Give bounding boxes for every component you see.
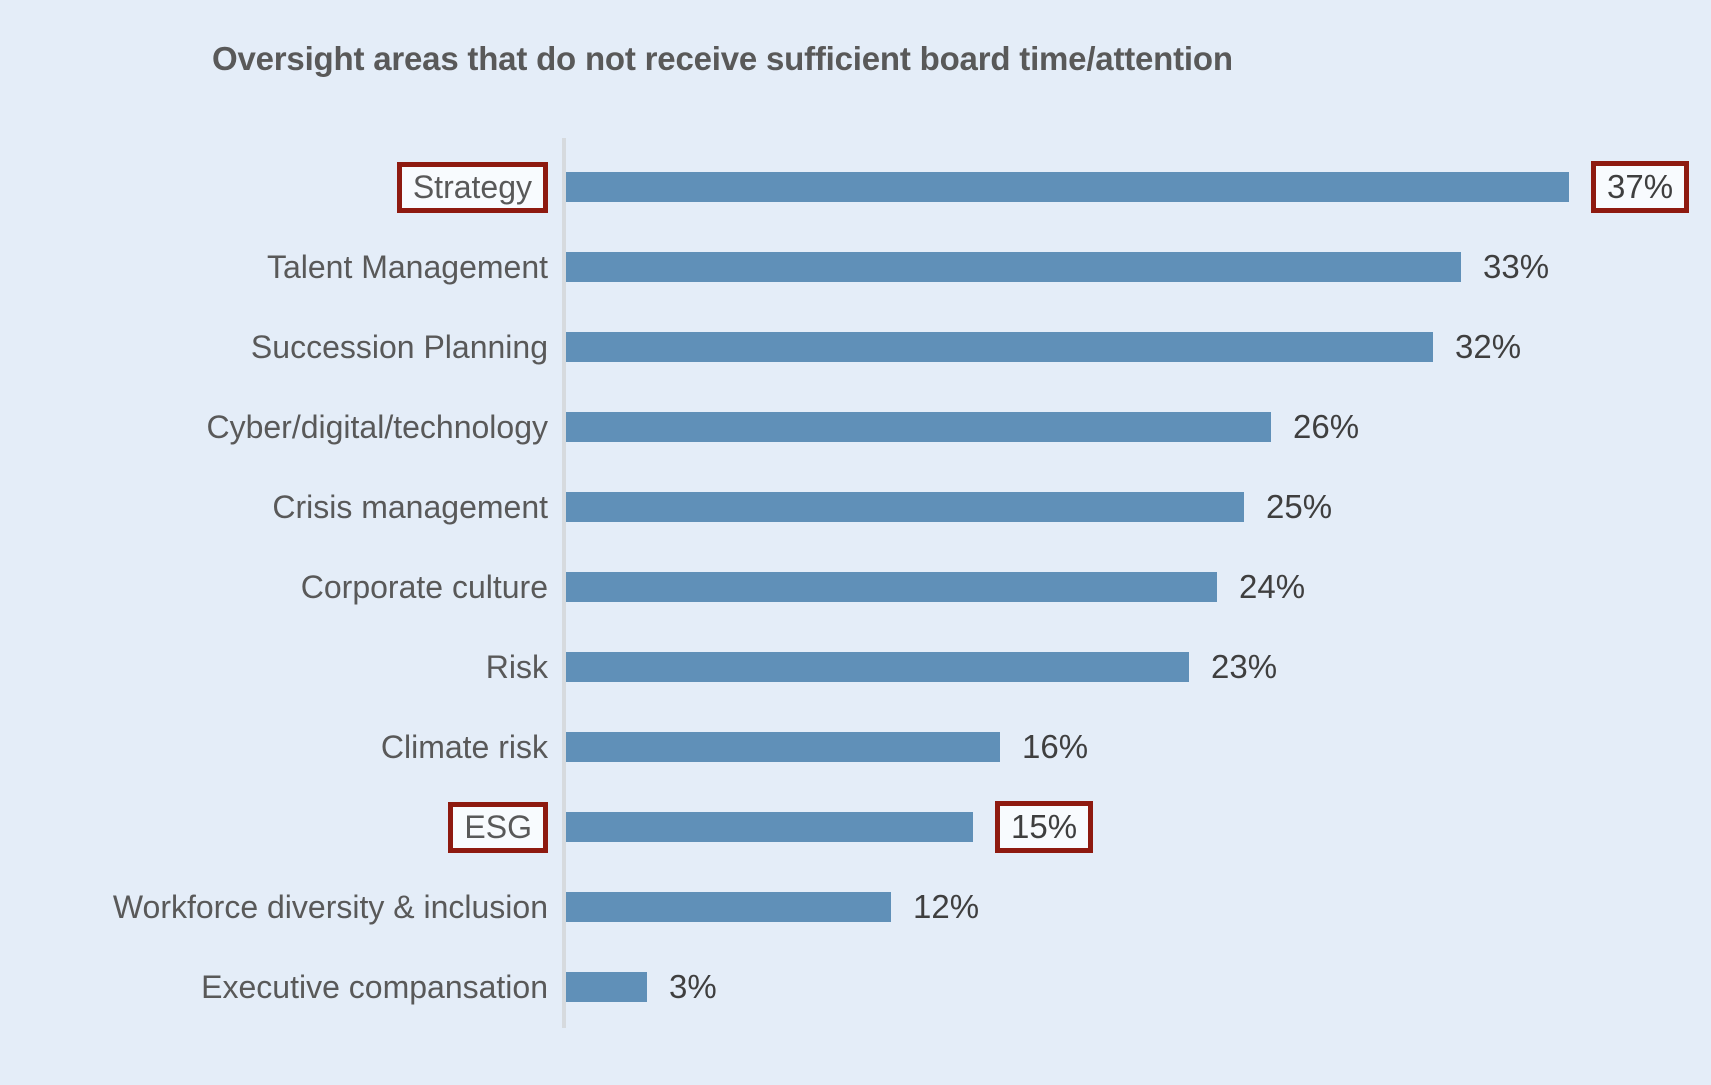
chart-row: Crisis management 25% xyxy=(0,467,1711,547)
chart-row: Climate risk 16% xyxy=(0,707,1711,787)
y-axis-line xyxy=(562,138,566,1028)
value-label: 12% xyxy=(913,888,980,925)
chart-row: Workforce diversity & inclusion 12% xyxy=(0,867,1711,947)
value-label: 26% xyxy=(1293,408,1360,445)
chart-row: Talent Management 33% xyxy=(0,227,1711,307)
chart-title: Oversight areas that do not receive suff… xyxy=(212,40,1233,77)
value-label: 25% xyxy=(1266,488,1333,525)
label-cell: ESG xyxy=(0,801,548,853)
category-label: Risk xyxy=(485,648,548,685)
bar-cell: 33% xyxy=(566,248,1711,286)
bar xyxy=(566,492,1244,522)
bar xyxy=(566,972,647,1002)
category-label: Talent Management xyxy=(266,248,548,285)
bar xyxy=(566,812,973,842)
label-cell: Succession Planning xyxy=(0,329,548,366)
value-label: 33% xyxy=(1483,248,1550,285)
category-label-highlighted: ESG xyxy=(448,801,548,853)
bar-cell: 3% xyxy=(566,968,1711,1006)
bar-cell: 32% xyxy=(566,328,1711,366)
chart-row: Executive compansation 3% xyxy=(0,947,1711,1027)
value-label: 24% xyxy=(1239,568,1306,605)
label-cell: Workforce diversity & inclusion xyxy=(0,889,548,926)
category-label-highlighted: Strategy xyxy=(396,161,548,213)
bar-cell: 37% xyxy=(566,161,1711,213)
bar xyxy=(566,172,1569,202)
chart-row: Strategy 37% xyxy=(0,147,1711,227)
category-label: Succession Planning xyxy=(250,328,548,365)
category-label: Crisis management xyxy=(272,488,548,525)
bar xyxy=(566,732,1000,762)
chart-rows: Strategy 37% Talent Management 33% Successio… xyxy=(0,147,1711,1027)
value-label: 16% xyxy=(1022,728,1089,765)
bar xyxy=(566,332,1433,362)
bar-cell: 12% xyxy=(566,888,1711,926)
value-label-highlighted: 15% xyxy=(995,801,1094,853)
bar-cell: 24% xyxy=(566,568,1711,606)
category-label: Workforce diversity & inclusion xyxy=(112,888,548,925)
bar-cell: 26% xyxy=(566,408,1711,446)
bar xyxy=(566,892,891,922)
label-cell: Executive compansation xyxy=(0,969,548,1006)
bar-cell: 23% xyxy=(566,648,1711,686)
label-cell: Strategy xyxy=(0,161,548,213)
category-label: Corporate culture xyxy=(300,568,548,605)
bar-cell: 25% xyxy=(566,488,1711,526)
category-label: Cyber/digital/technology xyxy=(206,408,548,445)
bar-cell: 15% xyxy=(566,801,1711,853)
category-label: Climate risk xyxy=(380,728,548,765)
label-cell: Cyber/digital/technology xyxy=(0,409,548,446)
chart-row: Risk 23% xyxy=(0,627,1711,707)
chart-row: Cyber/digital/technology 26% xyxy=(0,387,1711,467)
value-label: 23% xyxy=(1211,648,1278,685)
bar xyxy=(566,412,1271,442)
label-cell: Talent Management xyxy=(0,249,548,286)
label-cell: Crisis management xyxy=(0,489,548,526)
label-cell: Risk xyxy=(0,649,548,686)
chart-row: Succession Planning 32% xyxy=(0,307,1711,387)
label-cell: Corporate culture xyxy=(0,569,548,606)
bar xyxy=(566,252,1461,282)
value-label: 32% xyxy=(1455,328,1522,365)
value-label-highlighted: 37% xyxy=(1591,161,1690,213)
chart-row: Corporate culture 24% xyxy=(0,547,1711,627)
category-label: Executive compansation xyxy=(201,968,548,1005)
chart-row: ESG 15% xyxy=(0,787,1711,867)
value-label: 3% xyxy=(669,968,717,1005)
label-cell: Climate risk xyxy=(0,729,548,766)
bar xyxy=(566,572,1217,602)
bar-cell: 16% xyxy=(566,728,1711,766)
bar xyxy=(566,652,1189,682)
